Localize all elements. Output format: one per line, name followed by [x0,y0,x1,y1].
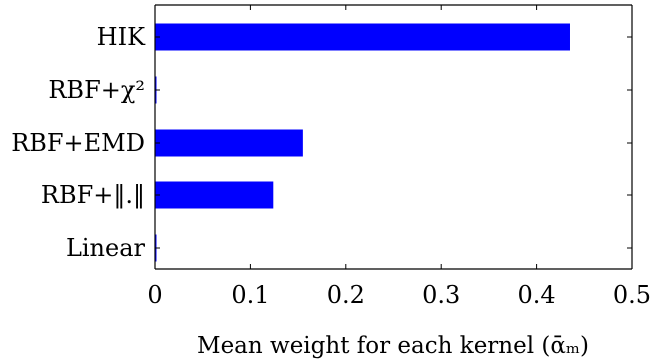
category-label-3: RBF+‖.‖ [41,181,145,210]
x-tick-label-5: 0.5 [613,281,651,309]
x-tick-label-3: 0.3 [422,281,460,309]
category-label-0: HIK [97,23,146,51]
bar-2 [155,130,303,157]
category-label-1: RBF+χ² [48,76,145,104]
x-tick-label-0: 0 [147,281,162,309]
x-ticks: 0 0.1 0.2 0.3 0.4 0.5 [147,5,651,309]
x-tick-label-1: 0.1 [231,281,269,309]
category-label-4: Linear [66,234,146,262]
bars-group [155,24,570,262]
bar-3 [155,182,273,209]
category-labels: HIK RBF+χ² RBF+EMD RBF+‖.‖ Linear [11,23,146,262]
bar-0 [155,24,570,51]
x-tick-label-2: 0.2 [327,281,365,309]
x-axis-label: Mean weight for each kernel (ᾱₘ) [197,333,589,359]
x-tick-label-4: 0.4 [518,281,556,309]
category-label-2: RBF+EMD [11,129,145,157]
